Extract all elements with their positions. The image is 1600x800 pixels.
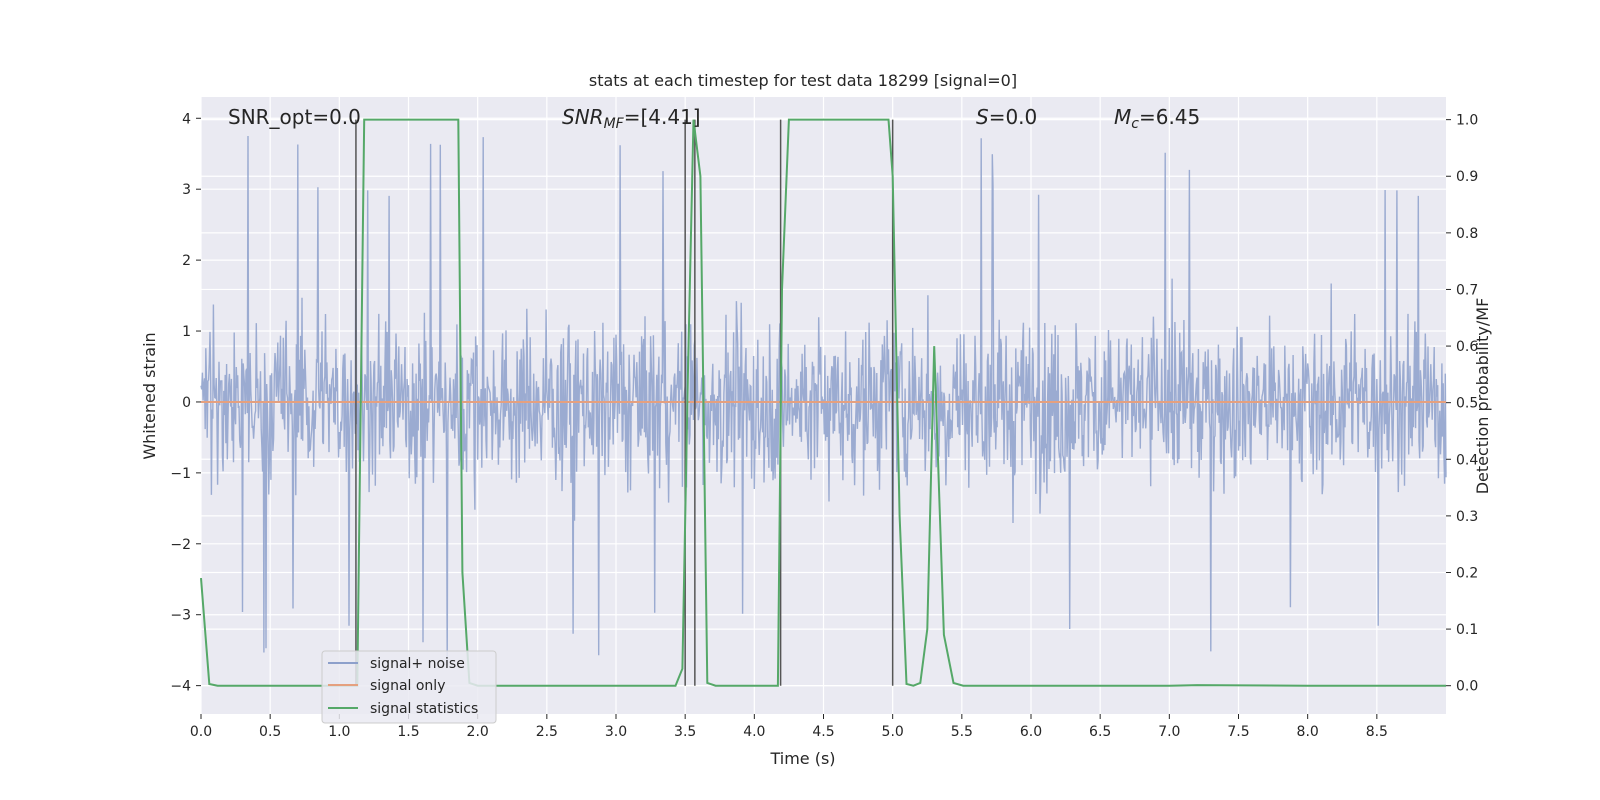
series-signal-statistics — [200, 118, 1446, 687]
signal-statistics-line — [200, 118, 1446, 687]
legend: signal+ noise signal only signal statist… — [321, 650, 497, 724]
x-tick-label: 6.5 — [1089, 724, 1111, 740]
y-right-tick-label: 0.4 — [1456, 452, 1478, 468]
x-tick-label: 0.0 — [190, 724, 212, 740]
x-tick-label: 8.0 — [1297, 724, 1319, 740]
x-tick-label: 0.5 — [259, 724, 281, 740]
chart-title: stats at each timestep for test data 182… — [589, 71, 1017, 90]
y-right-tick-label: 0.7 — [1456, 282, 1478, 298]
x-tick-label: 4.0 — [743, 724, 765, 740]
series-signal-noise — [200, 135, 1447, 665]
annotation-mc-sub: c — [1131, 116, 1139, 132]
legend-label-signal-statistics: signal statistics — [370, 701, 478, 717]
legend-box — [321, 650, 497, 724]
y-right-tick-label: 0.0 — [1456, 679, 1478, 695]
x-tick-label: 1.0 — [328, 724, 350, 740]
x-tick-label: 5.5 — [951, 724, 973, 740]
y-left-axis-ticks: 4 3 2 1 0 −1 −2 −3 −4 — [170, 111, 201, 695]
annotation-mc-value: =6.45 — [1139, 105, 1200, 129]
y-left-tick-label: −2 — [170, 537, 191, 553]
x-tick-label: 2.5 — [536, 724, 558, 740]
legend-label-signal-only: signal only — [370, 678, 445, 694]
x-tick-label: 3.0 — [605, 724, 627, 740]
annotation-mc: Mc=6.45 — [1114, 105, 1200, 132]
y-right-tick-label: 1.0 — [1456, 113, 1478, 129]
y-left-axis-label: Whitened strain — [140, 332, 159, 459]
y-left-tick-label: −3 — [170, 608, 191, 624]
y-left-tick-label: 1 — [182, 324, 191, 340]
y-right-tick-label: 0.2 — [1456, 565, 1478, 581]
y-left-tick-label: −4 — [170, 679, 191, 695]
x-tick-label: 7.0 — [1158, 724, 1180, 740]
noise-line — [200, 135, 1447, 665]
x-tick-label: 2.0 — [467, 724, 489, 740]
x-tick-label: 6.0 — [1020, 724, 1042, 740]
annotation-snr-mf-sub: MF — [604, 116, 625, 132]
y-right-tick-label: 0.5 — [1456, 396, 1478, 412]
y-right-tick-label: 0.6 — [1456, 339, 1478, 355]
x-tick-label: 3.5 — [674, 724, 696, 740]
y-left-tick-label: 0 — [182, 395, 191, 411]
y-left-tick-label: −1 — [170, 466, 191, 482]
y-right-axis-label: Detection probability/MF — [1473, 298, 1492, 495]
annotation-s-label: S — [976, 105, 989, 129]
x-tick-label: 4.5 — [812, 724, 834, 740]
annotation-snr-mf: SNRMF=[4.41] — [562, 105, 701, 132]
y-left-tick-label: 3 — [182, 182, 191, 198]
x-tick-label: 5.0 — [882, 724, 904, 740]
annotation-snr-opt: SNR_opt=0.0 — [228, 105, 361, 129]
y-left-tick-label: 4 — [182, 111, 191, 127]
y-right-tick-label: 0.1 — [1456, 622, 1478, 638]
y-right-tick-label: 0.9 — [1456, 169, 1478, 185]
x-axis-ticks: 0.0 0.5 1.0 1.5 2.0 2.5 3.0 3.5 4.0 4.5 5.0 5.5 6.0 6… — [190, 714, 1388, 740]
y-right-axis-ticks: 1.0 0.9 0.8 0.7 0.6 0.5 0.4 0.3 0.2 0.1 0.0 — [1446, 113, 1478, 695]
x-tick-label: 8.5 — [1366, 724, 1388, 740]
annotation-snr-mf-value: =[4.41] — [624, 105, 701, 129]
x-axis-label: Time (s) — [769, 749, 835, 768]
annotation-s: S=0.0 — [976, 105, 1037, 129]
annotation-mc-label: M — [1114, 105, 1131, 129]
y-right-tick-label: 0.8 — [1456, 226, 1478, 242]
annotation-snr-mf-label: SNR — [562, 105, 604, 129]
annotation-s-value: =0.0 — [989, 105, 1038, 129]
x-tick-label: 1.5 — [397, 724, 419, 740]
x-tick-label: 7.5 — [1227, 724, 1249, 740]
y-right-tick-label: 0.3 — [1456, 509, 1478, 525]
y-left-tick-label: 2 — [182, 253, 191, 269]
legend-label-signal-noise: signal+ noise — [370, 656, 465, 672]
